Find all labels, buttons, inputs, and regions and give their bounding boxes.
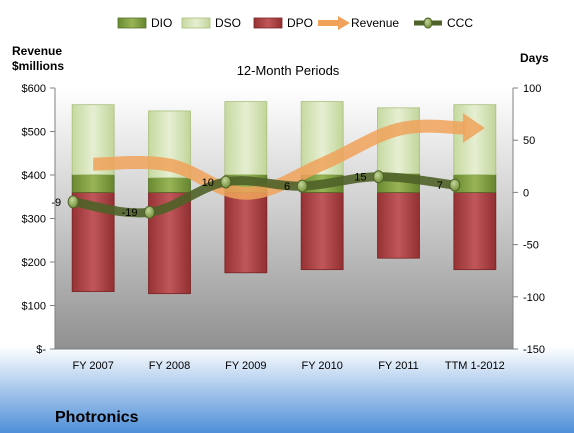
ccc-marker	[220, 175, 232, 189]
left-axis-label-line1: Revenue	[12, 44, 62, 58]
category-label: TTM 1-2012	[445, 360, 505, 372]
dpo-bar	[453, 191, 497, 271]
left-tick-label: $400	[22, 170, 46, 182]
legend-swatch-dso	[181, 17, 211, 29]
ccc-data-label: 7	[437, 180, 443, 192]
left-tick-label: $300	[22, 214, 46, 226]
bars	[71, 101, 497, 295]
ccc-data-label: 6	[284, 181, 290, 193]
legend-swatch-revenue-head	[338, 16, 350, 30]
chart-title: 12-Month Periods	[237, 63, 340, 78]
ccc-line	[68, 172, 460, 218]
ccc-marker	[449, 178, 461, 192]
right-tick-label: -50	[523, 240, 539, 252]
right-tick-label: 0	[523, 187, 529, 199]
dio-bar	[148, 177, 191, 193]
legend-swatch-dio	[117, 17, 147, 29]
left-tick-label: $100	[22, 301, 46, 313]
ccc-marker	[296, 179, 308, 193]
right-tick-label: -100	[523, 292, 545, 304]
legend-swatch-ccc-marker	[423, 17, 433, 29]
legend-label-revenue: Revenue	[351, 16, 399, 30]
ccc-marker	[67, 195, 79, 209]
company-name: Photronics	[55, 409, 139, 426]
revenue-arrowhead	[462, 113, 485, 144]
left-tick-label: $200	[22, 257, 46, 269]
right-axis-label: Days	[520, 51, 549, 65]
ccc-marker	[144, 205, 155, 219]
left-tick-label: $500	[22, 127, 46, 139]
left-axis-label-line2: $millions	[12, 59, 64, 73]
ccc-data-label: 15	[354, 172, 366, 184]
ccc-data-label: -19	[122, 207, 138, 219]
lines: -9 -19 10 6 15 7	[51, 113, 485, 219]
dio-bar	[71, 174, 115, 193]
category-labels: FY 2007 FY 2008 FY 2009 FY 2010 FY 2011 TTM 1…	[72, 360, 504, 372]
left-axis-ticks: $- $100 $200 $300 $400 $500 $600	[22, 83, 56, 356]
ccc-data-label: 10	[202, 177, 214, 189]
category-label: FY 2007	[72, 360, 113, 372]
category-label: FY 2011	[378, 360, 419, 372]
left-tick-label: $-	[36, 344, 46, 356]
right-axis-ticks: -150 -100 -50 0 50 100	[55, 83, 545, 356]
dso-bar	[453, 104, 497, 176]
category-label: FY 2010	[301, 360, 342, 372]
category-label: FY 2009	[225, 360, 266, 372]
left-tick-label: $600	[22, 83, 46, 95]
legend: DIO DSO DPO Revenue CCC	[117, 16, 473, 30]
right-tick-label: -150	[523, 344, 545, 356]
dpo-bar	[300, 191, 344, 271]
legend-label-dso: DSO	[215, 16, 241, 30]
legend-label-dio: DIO	[151, 16, 172, 30]
legend-swatch-dpo	[253, 17, 283, 29]
ccc-marker	[373, 170, 384, 184]
dso-bar	[224, 101, 268, 176]
dpo-bar	[224, 191, 268, 274]
right-tick-label: 100	[523, 83, 541, 95]
dpo-bar	[377, 191, 420, 259]
ccc-data-label: -9	[51, 197, 61, 209]
legend-label-ccc: CCC	[447, 16, 473, 30]
right-tick-label: 50	[523, 135, 535, 147]
legend-label-dpo: DPO	[287, 16, 313, 30]
category-label: FY 2008	[149, 360, 190, 372]
